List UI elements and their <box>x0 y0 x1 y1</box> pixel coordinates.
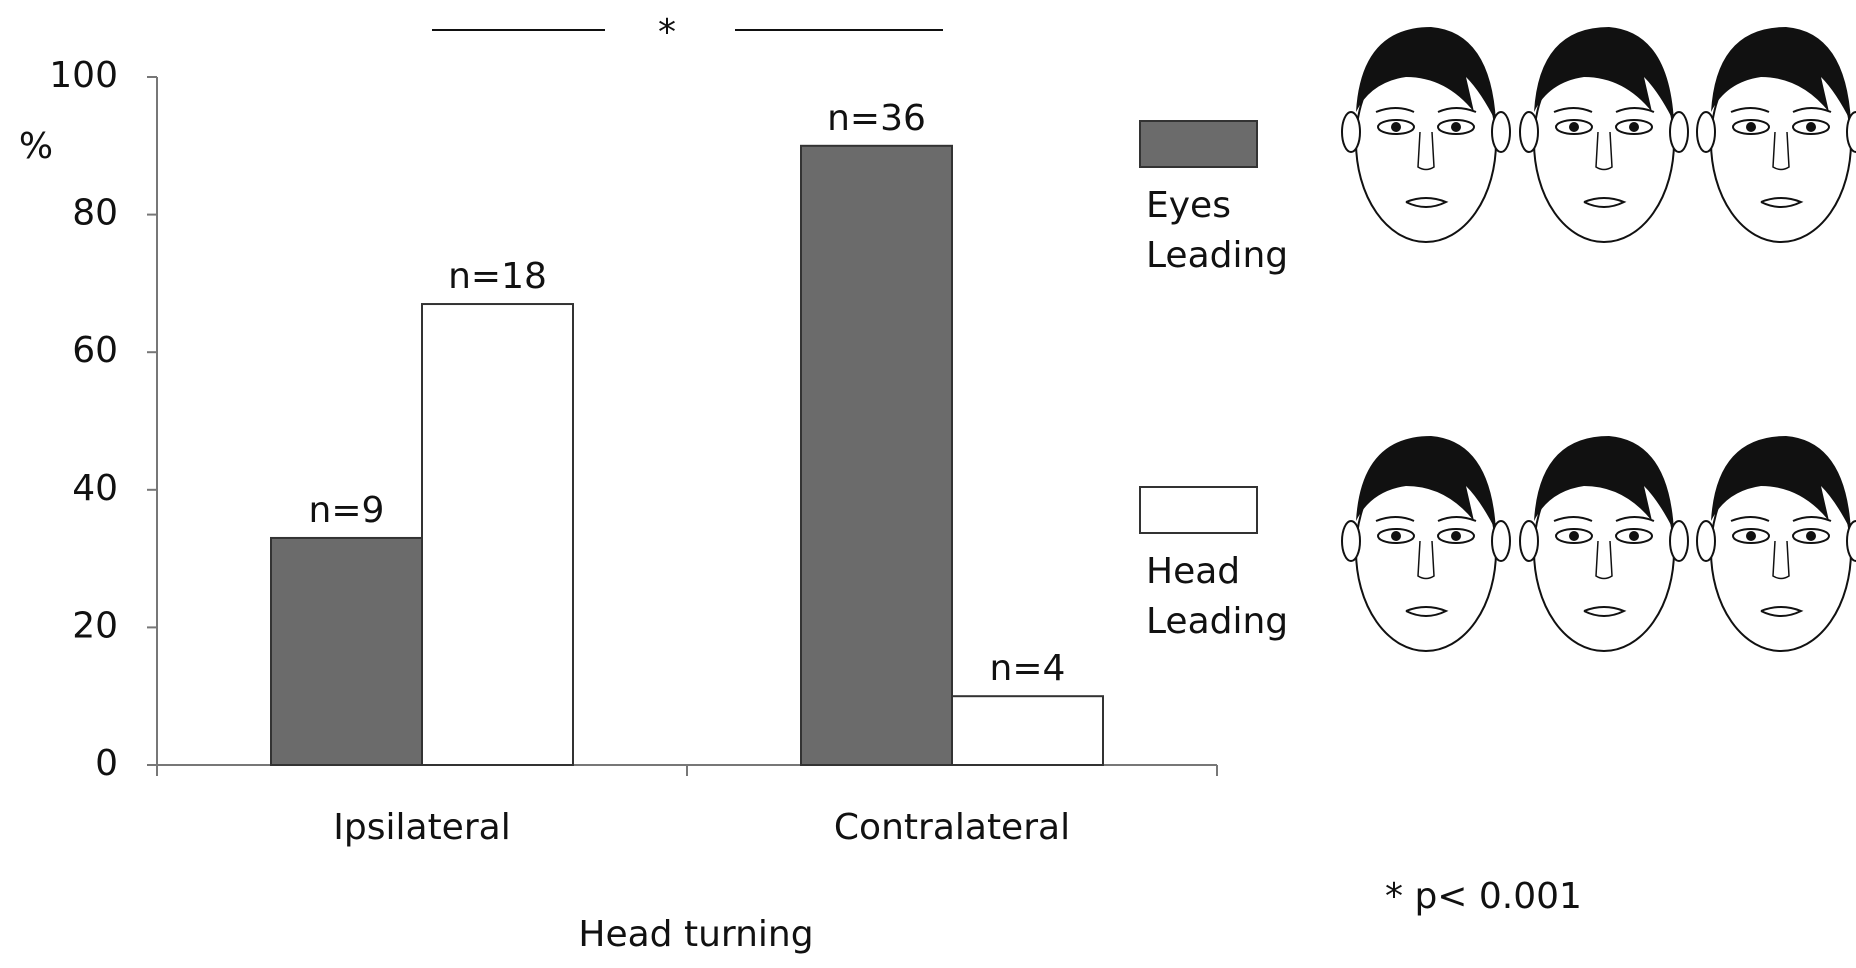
bar-annotation: n=9 <box>309 490 385 531</box>
x-tick-label: Ipsilateral <box>333 807 510 848</box>
bar-annotation: n=36 <box>827 98 926 139</box>
legend-swatch <box>1140 487 1257 533</box>
y-tick-label: 100 <box>49 55 118 96</box>
y-tick-label: 20 <box>72 605 118 646</box>
bar-annotation: n=18 <box>448 256 547 297</box>
page: {"chart_data": { "type": "bar", "y_label… <box>0 0 1856 968</box>
y-tick-label: 60 <box>72 330 118 371</box>
face <box>1697 436 1856 651</box>
face <box>1520 27 1688 242</box>
y-tick-label: 80 <box>72 193 118 234</box>
x-axis-label: Head turning <box>578 914 813 955</box>
bar-annotation: n=4 <box>990 648 1066 689</box>
face <box>1342 436 1510 651</box>
face <box>1520 436 1688 651</box>
chart: * % Head turning * p< 0.001 0 20 40 60 80 100… <box>0 0 1856 968</box>
face <box>1342 27 1510 242</box>
bar <box>422 304 573 765</box>
y-tick-label: 40 <box>72 468 118 509</box>
bar <box>801 146 952 765</box>
faces-bottom <box>1342 436 1856 651</box>
bar <box>952 696 1103 765</box>
y-axis-label: % <box>19 126 53 167</box>
significance-marker: * <box>658 12 676 53</box>
significance-note: * p< 0.001 <box>1385 876 1582 917</box>
bar <box>271 538 422 765</box>
y-tick-label: 0 <box>95 743 118 784</box>
legend-swatch <box>1140 121 1257 167</box>
faces-top <box>1342 27 1856 242</box>
face <box>1697 27 1856 242</box>
x-tick-label: Contralateral <box>834 807 1070 848</box>
